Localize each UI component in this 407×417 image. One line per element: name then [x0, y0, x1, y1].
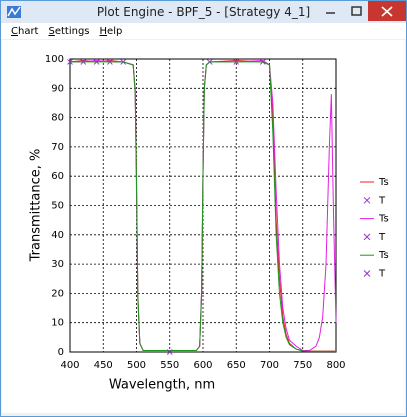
menu-item[interactable]: Help: [99, 25, 123, 37]
maximize-button[interactable]: [351, 6, 362, 16]
line: [70, 61, 336, 352]
window-title: Plot Engine - BPF_5 - [Strategy 4_1]: [96, 5, 311, 19]
y-tick-label: 100: [45, 54, 64, 65]
legend-label: Ts: [378, 250, 389, 261]
y-tick-label: 50: [51, 201, 64, 212]
y-tick-label: 60: [51, 171, 64, 182]
x-tick-label: 650: [227, 360, 246, 371]
x-tick-label: 450: [94, 360, 113, 371]
y-tick-label: 90: [51, 83, 64, 94]
y-tick-label: 0: [58, 347, 64, 358]
y-tick-label: 30: [51, 259, 64, 270]
window-controls: [326, 1, 406, 21]
x-tick-label: 500: [127, 360, 146, 371]
legend-label: Ts: [378, 214, 389, 225]
legend-marker: [363, 196, 371, 204]
x-tick-label: 800: [326, 360, 345, 371]
menu-bar: Chart Settings Help: [1, 23, 406, 39]
y-axis-label: Transmittance, %: [29, 149, 44, 263]
legend-marker: [363, 270, 371, 277]
x-tick-label: 400: [60, 360, 79, 371]
legend-label: T: [378, 269, 386, 280]
app-icon: [7, 6, 21, 18]
menu-item[interactable]: Chart: [11, 25, 39, 37]
y-tick-label: 40: [51, 230, 64, 241]
marker: [166, 349, 173, 355]
y-tick-label: 10: [51, 318, 64, 329]
x-tick-label: 600: [193, 360, 212, 371]
y-tick-label: 80: [51, 113, 64, 124]
legend-label: Ts: [378, 177, 389, 188]
x-axis-label: Wavelength, nm: [109, 378, 215, 393]
legend-label: T: [378, 195, 386, 206]
legend-marker: [363, 233, 371, 241]
menu-item[interactable]: Settings: [48, 25, 90, 37]
plot-frame: [69, 58, 337, 353]
x-tick-label: 750: [293, 360, 312, 371]
x-tick-label: 700: [260, 360, 279, 371]
y-tick-label: 20: [51, 288, 64, 299]
x-tick-label: 550: [160, 360, 179, 371]
legend-label: T: [378, 232, 386, 243]
y-tick-label: 70: [51, 142, 64, 153]
title-bar: Plot Engine - BPF_5 - [Strategy 4_1]: [1, 1, 406, 23]
chart: Wavelength, nm Transmittance, % 0 10 20 30 4…: [2, 40, 405, 413]
